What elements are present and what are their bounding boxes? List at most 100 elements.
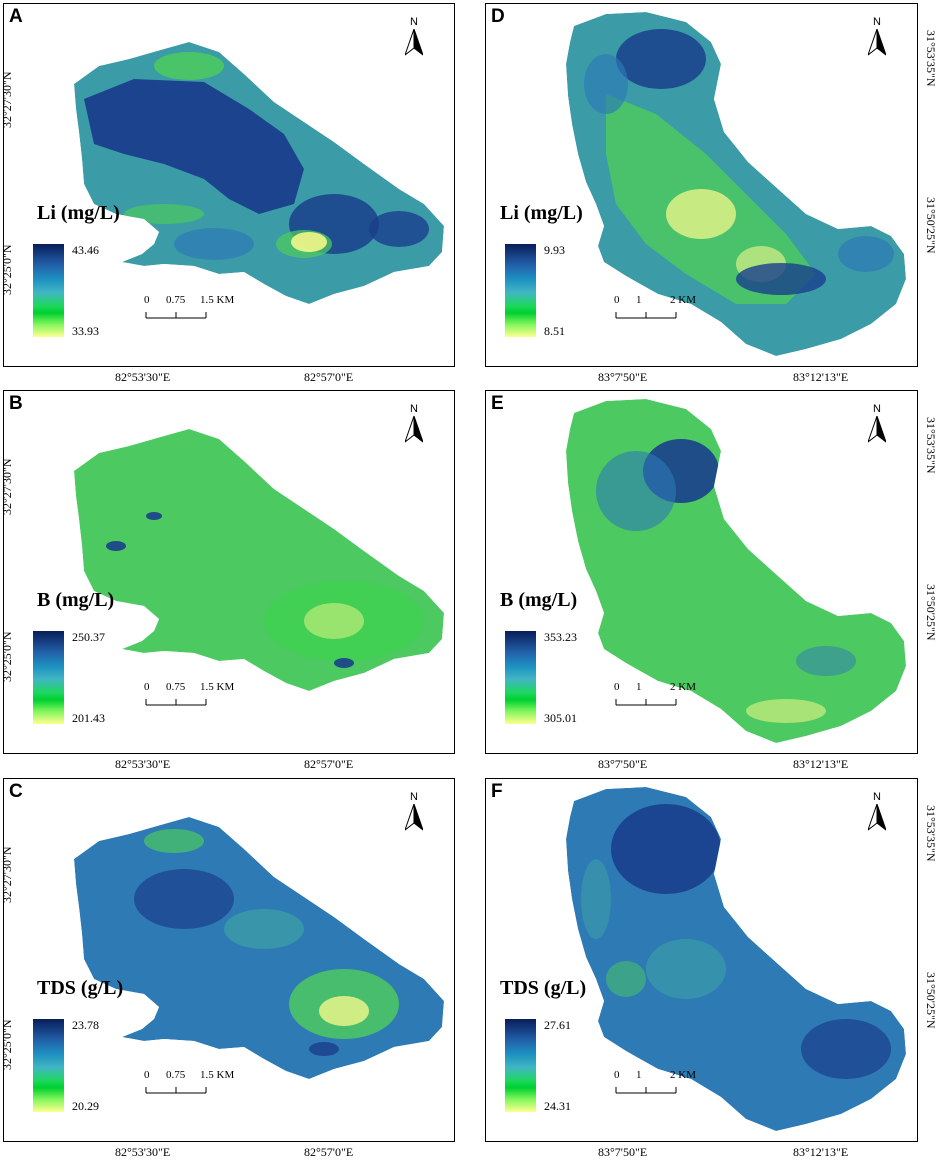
latitude-label: 32°25'0"N bbox=[0, 1019, 14, 1070]
concentration-patch bbox=[746, 699, 826, 723]
concentration-patch bbox=[144, 829, 204, 853]
concentration-patch bbox=[666, 189, 736, 239]
longitude-label: 82°57'0"E bbox=[304, 370, 354, 384]
longitude-label: 82°53'30"E bbox=[115, 370, 171, 384]
legend-colorbar bbox=[505, 244, 536, 337]
scale-bar: 0 1 2 KM bbox=[614, 294, 714, 338]
panel-letter: A bbox=[9, 6, 23, 27]
concentration-patch bbox=[119, 266, 149, 282]
legend-max-value: 27.61 bbox=[544, 1018, 571, 1032]
scale-label: 1.5 KM bbox=[200, 1069, 235, 1081]
scale-label: 0 bbox=[144, 681, 150, 693]
north-arrow-icon: N bbox=[865, 403, 889, 447]
concentration-patch bbox=[124, 204, 204, 224]
parameter-label: Li (mg/L) bbox=[37, 202, 120, 224]
parameter-label: Li (mg/L) bbox=[500, 202, 583, 224]
north-arrow-icon: N bbox=[402, 16, 426, 60]
latitude-label: 32°27'30"N bbox=[0, 846, 14, 903]
north-arrow-icon: N bbox=[402, 791, 426, 835]
legend-colorbar bbox=[33, 244, 64, 337]
concentration-patch bbox=[838, 236, 894, 272]
concentration-patch bbox=[224, 909, 304, 949]
scale-bar: 0 0.75 1.5 KM bbox=[144, 294, 244, 338]
panel-letter: D bbox=[491, 6, 505, 27]
parameter-label: TDS (g/L) bbox=[37, 977, 124, 999]
map-panel-c: C N TDS (g/L) 23.78 20.29 0 0.75 1.5 KM bbox=[3, 778, 455, 1142]
scale-label: 1.5 KM bbox=[200, 294, 235, 306]
longitude-label: 82°53'30"E bbox=[115, 757, 171, 771]
legend-colorbar bbox=[505, 631, 536, 724]
north-label: N bbox=[873, 16, 881, 28]
latitude-label: 31°53'35"N bbox=[924, 805, 938, 862]
latitude-label: 32°25'0"N bbox=[0, 244, 14, 295]
map-panel-d: D N Li (mg/L) 9.93 8.51 0 1 2 KM bbox=[485, 3, 918, 367]
legend-min-value: 24.31 bbox=[544, 1099, 571, 1113]
panel-letter: E bbox=[491, 393, 504, 414]
legend-min-value: 8.51 bbox=[544, 324, 565, 338]
lake-map-svg bbox=[74, 817, 444, 1079]
concentration-patch bbox=[84, 79, 304, 214]
concentration-patch bbox=[736, 263, 826, 295]
scale-bar: 0 0.75 1.5 KM bbox=[144, 1069, 244, 1113]
map-panel-f: F N TDS (g/L) 27.61 24.31 0 1 2 KM bbox=[485, 778, 918, 1142]
concentration-patch bbox=[369, 211, 429, 247]
lake-map-svg bbox=[74, 429, 444, 691]
parameter-label: TDS (g/L) bbox=[500, 977, 587, 999]
scale-label: 2 KM bbox=[670, 1069, 696, 1081]
parameter-label: B (mg/L) bbox=[500, 589, 578, 611]
scale-bar: 0 1 2 KM bbox=[614, 681, 714, 725]
legend-max-value: 250.37 bbox=[72, 630, 105, 644]
lake-map-svg bbox=[566, 12, 906, 356]
concentration-patch bbox=[606, 961, 646, 997]
concentration-patch bbox=[174, 228, 254, 260]
north-arrow-icon: N bbox=[865, 16, 889, 60]
concentration-patch bbox=[309, 1042, 339, 1056]
legend-colorbar bbox=[33, 631, 64, 724]
scale-label: 2 KM bbox=[670, 681, 696, 693]
concentration-patch bbox=[291, 232, 327, 252]
concentration-patch bbox=[334, 658, 354, 668]
longitude-label: 83°7'50"E bbox=[598, 370, 648, 384]
latitude-label: 31°53'35"N bbox=[924, 417, 938, 474]
legend-colorbar bbox=[33, 1019, 64, 1112]
north-label: N bbox=[873, 791, 881, 803]
panel-letter: F bbox=[491, 781, 503, 802]
north-label: N bbox=[410, 16, 418, 28]
map-panel-b: B N B (mg/L) 250.37 201.43 0 0.75 1.5 KM bbox=[3, 390, 455, 754]
latitude-label: 31°50'25"N bbox=[924, 972, 938, 1029]
legend-max-value: 9.93 bbox=[544, 243, 565, 257]
concentration-patch bbox=[204, 661, 224, 677]
concentration-patch bbox=[611, 804, 721, 894]
latitude-label: 32°27'30"N bbox=[0, 71, 14, 128]
legend-max-value: 353.23 bbox=[544, 630, 577, 644]
concentration-patch bbox=[796, 646, 856, 676]
scale-label: 0.75 bbox=[166, 1069, 186, 1081]
scale-label: 1.5 KM bbox=[200, 681, 235, 693]
concentration-patch bbox=[581, 859, 611, 939]
latitude-label: 31°53'35"N bbox=[924, 30, 938, 87]
scale-label: 0 bbox=[614, 681, 620, 693]
scale-label: 0.75 bbox=[166, 681, 186, 693]
concentration-patch bbox=[319, 996, 369, 1026]
scale-label: 0 bbox=[144, 294, 150, 306]
parameter-label: B (mg/L) bbox=[37, 589, 115, 611]
concentration-patch bbox=[146, 512, 162, 520]
scale-label: 0 bbox=[614, 294, 620, 306]
legend-max-value: 43.46 bbox=[72, 243, 99, 257]
concentration-patch bbox=[106, 541, 126, 551]
concentration-patch bbox=[584, 54, 628, 114]
north-label: N bbox=[873, 403, 881, 415]
scale-label: 1 bbox=[636, 681, 642, 693]
latitude-label: 31°50'25"N bbox=[924, 584, 938, 641]
legend-min-value: 33.93 bbox=[72, 324, 99, 338]
longitude-label: 83°12'13"E bbox=[793, 370, 849, 384]
concentration-patch bbox=[134, 869, 234, 929]
panel-letter: B bbox=[9, 393, 23, 414]
concentration-patch bbox=[801, 1019, 891, 1079]
scale-label: 2 KM bbox=[670, 294, 696, 306]
concentration-patch bbox=[596, 451, 676, 531]
longitude-label: 82°57'0"E bbox=[304, 757, 354, 771]
north-label: N bbox=[410, 403, 418, 415]
concentration-patch bbox=[646, 939, 726, 999]
north-arrow-icon: N bbox=[865, 791, 889, 835]
